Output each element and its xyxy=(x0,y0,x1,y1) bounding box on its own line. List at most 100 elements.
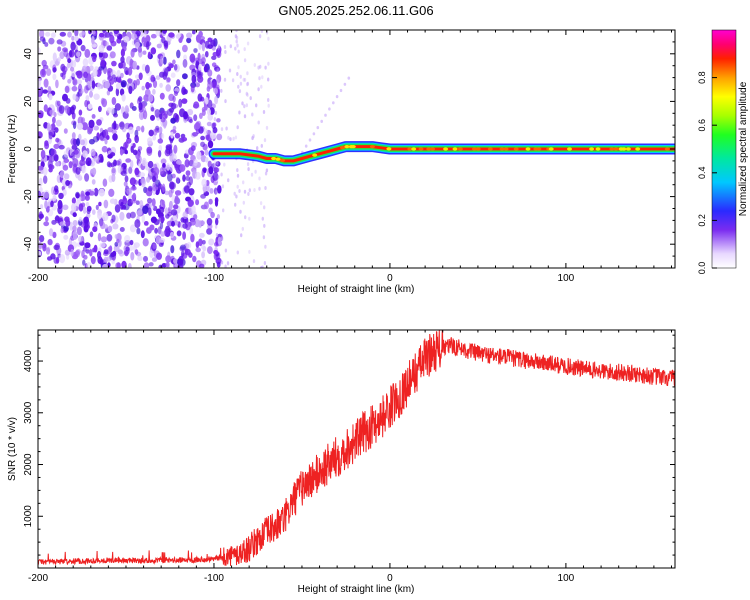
noise-blob xyxy=(97,212,102,220)
noise-blob xyxy=(167,173,173,182)
noise-blob xyxy=(87,73,92,82)
noise-blob xyxy=(134,249,139,255)
noise-blob xyxy=(81,164,87,174)
colorbar-gradient xyxy=(712,30,736,268)
noise-blob xyxy=(130,251,135,261)
noise-blob xyxy=(138,72,143,81)
noise-blob xyxy=(157,138,164,144)
noise-blob xyxy=(82,65,87,73)
noise-blob xyxy=(165,145,171,155)
noise-blob xyxy=(173,144,178,154)
noise-blob xyxy=(93,156,100,162)
noise-blob xyxy=(170,209,178,216)
noise-blob xyxy=(201,178,207,187)
noise-blob xyxy=(246,92,249,97)
noise-blob xyxy=(75,173,82,179)
noise-blob xyxy=(164,207,169,215)
noise-blob xyxy=(71,104,77,111)
noise-blob xyxy=(343,82,347,86)
noise-blob xyxy=(263,138,267,143)
noise-blob xyxy=(133,242,140,249)
noise-blob xyxy=(181,137,188,142)
figure-title: GN05.2025.252.06.11.G06 xyxy=(278,3,433,18)
noise-blob xyxy=(150,114,155,121)
noise-blob xyxy=(162,163,166,168)
noise-blob xyxy=(210,211,215,219)
noise-blob xyxy=(237,65,240,70)
noise-blob xyxy=(111,173,116,183)
spectrogram-x-tick-label: -200 xyxy=(28,273,48,284)
noise-blob xyxy=(135,78,140,86)
noise-blob xyxy=(216,49,222,59)
noise-blob xyxy=(239,81,243,86)
noise-blob xyxy=(188,118,193,124)
noise-blob xyxy=(52,231,57,239)
noise-blob xyxy=(176,230,182,237)
noise-blob xyxy=(184,248,191,256)
noise-blob xyxy=(222,208,225,213)
noise-blob xyxy=(207,113,213,121)
noise-blob xyxy=(124,66,129,75)
noise-blob xyxy=(243,189,247,194)
noise-blob xyxy=(127,67,133,76)
noise-blob xyxy=(141,214,145,223)
noise-blob xyxy=(62,164,69,171)
noise-blob xyxy=(140,177,146,185)
noise-blob xyxy=(55,137,60,143)
noise-blob xyxy=(134,41,141,48)
signal-hotspot xyxy=(430,147,436,151)
noise-blob xyxy=(65,219,71,227)
noise-blob xyxy=(50,148,57,157)
noise-blob xyxy=(199,263,205,268)
noise-blob xyxy=(84,219,89,229)
noise-blob xyxy=(179,244,187,251)
noise-blob xyxy=(220,260,224,265)
noise-blob xyxy=(119,211,125,221)
noise-blob xyxy=(112,133,118,141)
signal-hotspot xyxy=(344,145,350,149)
noise-blob xyxy=(172,125,177,131)
noise-blob xyxy=(82,58,89,67)
noise-blob xyxy=(201,61,205,67)
noise-blob xyxy=(125,246,130,252)
noise-blob xyxy=(160,158,167,165)
noise-blob xyxy=(251,135,255,140)
spectrogram-x-tick-label: 100 xyxy=(558,273,575,284)
noise-blob xyxy=(111,60,117,67)
noise-blob xyxy=(151,198,156,207)
noise-blob xyxy=(185,170,191,177)
noise-blob xyxy=(47,85,52,92)
noise-blob xyxy=(263,223,266,228)
signal-hotspot xyxy=(589,147,595,151)
noise-blob xyxy=(168,32,175,38)
noise-blob xyxy=(182,73,188,80)
noise-blob xyxy=(129,239,134,246)
noise-blob xyxy=(62,70,67,75)
noise-blob xyxy=(214,110,218,115)
noise-blob xyxy=(264,65,267,70)
noise-blob xyxy=(141,85,145,91)
noise-blob xyxy=(320,119,324,123)
noise-blob xyxy=(130,49,135,58)
noise-blob xyxy=(98,153,104,163)
noise-blob xyxy=(109,245,113,252)
noise-blob xyxy=(214,224,218,229)
noise-blob xyxy=(251,136,254,141)
noise-blob xyxy=(56,39,63,45)
noise-blob xyxy=(171,220,175,227)
noise-blob xyxy=(159,82,163,88)
noise-blob xyxy=(91,167,97,176)
noise-blob xyxy=(102,178,108,187)
noise-blob xyxy=(200,155,207,163)
noise-blob xyxy=(42,64,49,70)
noise-blob xyxy=(87,103,93,110)
noise-blob xyxy=(183,185,190,193)
noise-blob xyxy=(124,250,129,257)
noise-blob xyxy=(98,66,105,71)
noise-blob xyxy=(186,32,193,39)
noise-blob xyxy=(111,74,116,79)
noise-blob xyxy=(253,63,256,67)
noise-blob xyxy=(60,63,66,72)
noise-blob xyxy=(203,201,209,210)
